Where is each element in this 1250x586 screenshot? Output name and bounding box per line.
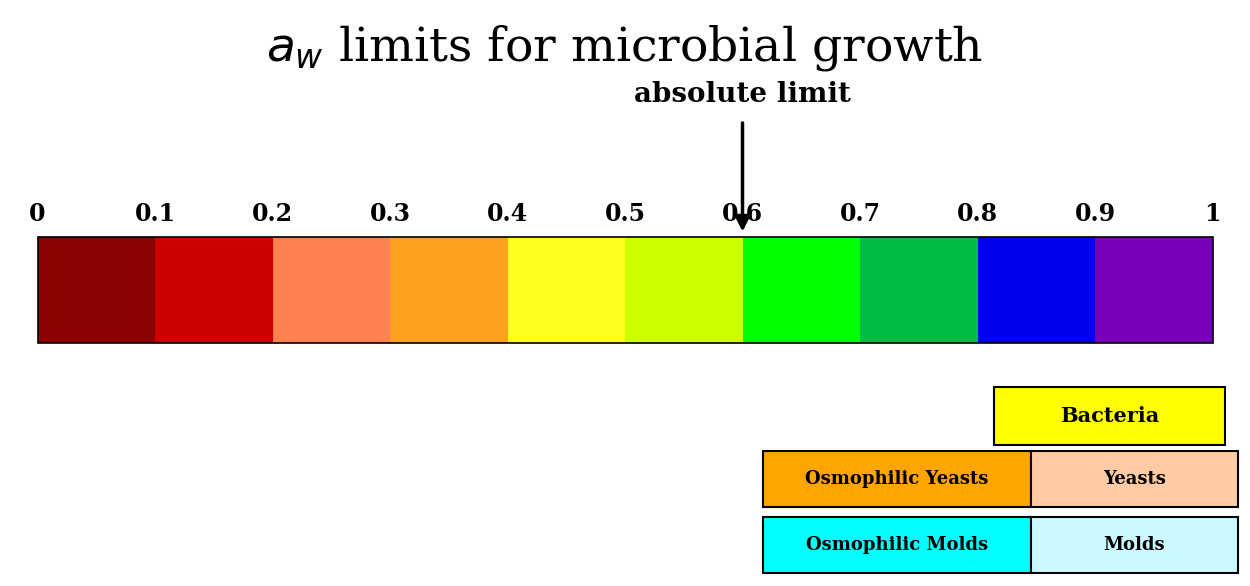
Bar xyxy=(860,237,978,343)
Text: 0.1: 0.1 xyxy=(135,202,175,226)
Text: Osmophilic Yeasts: Osmophilic Yeasts xyxy=(805,470,989,488)
Bar xyxy=(978,237,1095,343)
Bar xyxy=(762,517,1031,573)
Text: 0.3: 0.3 xyxy=(370,202,410,226)
Text: 0.8: 0.8 xyxy=(958,202,998,226)
Bar xyxy=(1031,517,1238,573)
Bar xyxy=(1095,237,1212,343)
Text: 0.2: 0.2 xyxy=(253,202,292,226)
Text: 0.6: 0.6 xyxy=(722,202,762,226)
Text: Molds: Molds xyxy=(1104,536,1165,554)
Bar xyxy=(155,237,272,343)
Bar xyxy=(762,451,1031,507)
Bar xyxy=(390,237,508,343)
Text: 0: 0 xyxy=(29,202,46,226)
Text: $a_w$ limits for microbial growth: $a_w$ limits for microbial growth xyxy=(266,23,984,73)
Text: 0.9: 0.9 xyxy=(1075,202,1115,226)
Text: 0.5: 0.5 xyxy=(605,202,645,226)
Text: 1: 1 xyxy=(1204,202,1221,226)
Text: 0.7: 0.7 xyxy=(840,202,880,226)
Text: Bacteria: Bacteria xyxy=(1060,406,1159,426)
Bar xyxy=(994,387,1225,445)
Bar xyxy=(625,237,742,343)
Text: Yeasts: Yeasts xyxy=(1102,470,1166,488)
Bar xyxy=(272,237,390,343)
Bar xyxy=(1031,451,1238,507)
Bar xyxy=(508,237,625,343)
Bar xyxy=(38,237,155,343)
Text: 0.4: 0.4 xyxy=(488,202,528,226)
Bar xyxy=(38,237,1212,343)
Bar xyxy=(742,237,860,343)
Text: absolute limit: absolute limit xyxy=(634,81,851,108)
Text: Osmophilic Molds: Osmophilic Molds xyxy=(806,536,988,554)
